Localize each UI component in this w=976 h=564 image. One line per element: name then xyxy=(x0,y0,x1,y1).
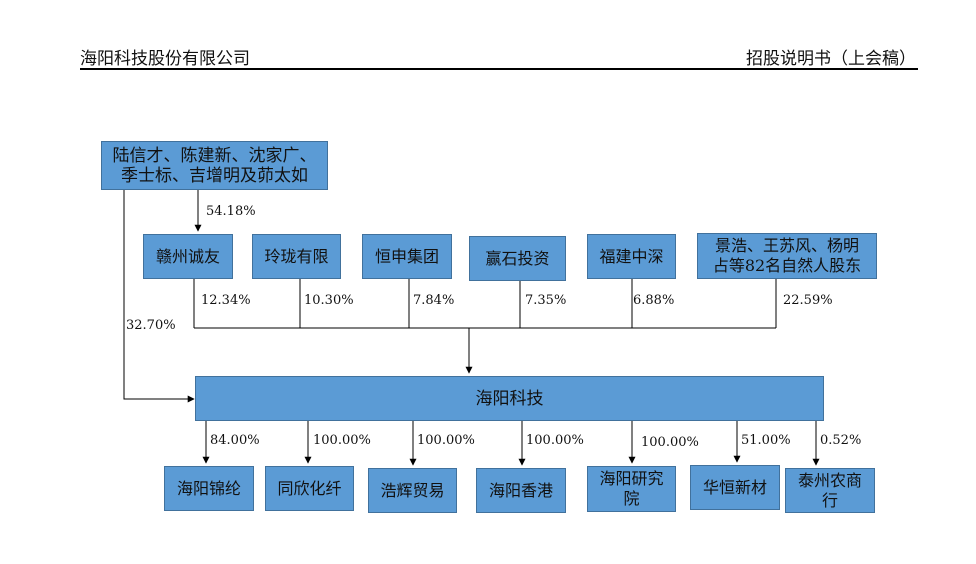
controllers-box: 陆信才、陈建新、沈家广、 季士标、吉增明及茆太如 xyxy=(101,141,328,190)
shareholder-fujian-zhongshen: 福建中深 xyxy=(587,234,676,279)
header-company: 海阳科技股份有限公司 xyxy=(80,49,250,69)
subsidiary-tongxin: 同欣化纤 xyxy=(265,466,354,511)
taizhou-line-2: 行 xyxy=(821,490,838,510)
research-line-2: 院 xyxy=(623,489,640,508)
natural-persons-line-1: 景浩、王苏风、杨明 xyxy=(714,236,859,255)
natural-persons-line-2: 占等82名自然人股东 xyxy=(712,256,862,275)
pct-sub-haohui: 100.00% xyxy=(417,433,475,448)
header-rule xyxy=(80,68,918,70)
pct-yingshi: 7.35% xyxy=(525,293,567,308)
arrow-controllers-direct xyxy=(123,190,195,403)
pct-sub-taizhou-bank: 0.52% xyxy=(820,433,862,448)
pct-hengshen: 7.84% xyxy=(413,293,455,308)
shareholder-linglong: 玲珑有限 xyxy=(252,234,341,279)
pct-natural-persons: 22.59% xyxy=(783,293,833,308)
pct-sub-haiyang-hk: 100.00% xyxy=(526,433,584,448)
shareholder-ganzhou-chengyou: 赣州诚友 xyxy=(143,234,233,279)
pct-linglong: 10.30% xyxy=(304,293,354,308)
pct-sub-haiyang-jinlun: 84.00% xyxy=(210,433,260,448)
subsidiary-huaheng: 华恒新材 xyxy=(690,465,780,510)
taizhou-line-1: 泰州农商 xyxy=(797,470,862,490)
controllers-line-2: 季士标、吉增明及茆太如 xyxy=(121,165,308,186)
subsidiary-research: 海阳研究 院 xyxy=(587,466,676,512)
pct-sub-research: 100.00% xyxy=(641,435,699,450)
pct-ganzhou-chengyou: 12.34% xyxy=(201,293,251,308)
subsidiary-taizhou-bank: 泰州农商 行 xyxy=(785,468,875,513)
research-line-1: 海阳研究 xyxy=(599,469,664,488)
pct-sub-huaheng: 51.00% xyxy=(741,433,791,448)
shareholder-hengshen: 恒申集团 xyxy=(362,234,452,279)
pct-controllers-to-ganzhou: 54.18% xyxy=(206,204,256,219)
pct-controllers-direct: 32.70% xyxy=(126,318,176,333)
subsidiary-haohui: 浩辉贸易 xyxy=(368,468,457,513)
header-doc-title: 招股说明书（上会稿） xyxy=(746,49,916,69)
controllers-line-1: 陆信才、陈建新、沈家广、 xyxy=(112,145,317,166)
pct-sub-tongxin: 100.00% xyxy=(313,433,371,448)
subsidiary-haiyang-jinlun: 海阳锦纶 xyxy=(164,466,254,511)
pct-fujian-zhongshen: 6.88% xyxy=(633,293,675,308)
shareholder-yingshi: 赢石投资 xyxy=(469,236,566,281)
shareholder-natural-persons: 景浩、王苏风、杨明 占等82名自然人股东 xyxy=(697,233,877,279)
company-box: 海阳科技 xyxy=(195,376,824,421)
subsidiary-haiyang-hk: 海阳香港 xyxy=(476,468,566,513)
